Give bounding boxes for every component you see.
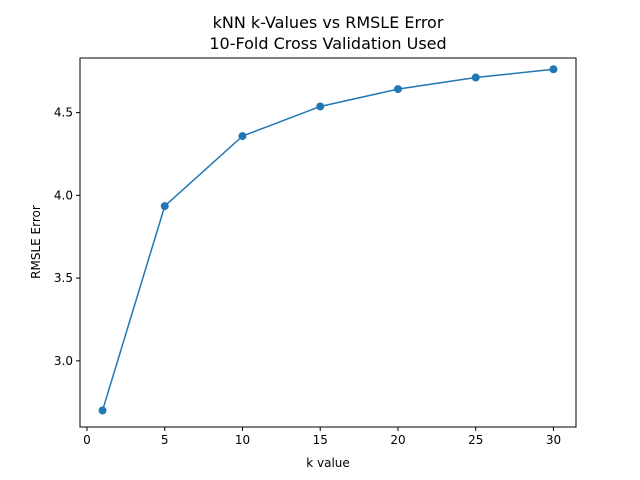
axes-frame — [79, 57, 577, 428]
x-tick-label: 0 — [83, 433, 91, 447]
x-tick-label: 30 — [546, 433, 561, 447]
data-point — [549, 65, 558, 74]
chart-title: kNN k-Values vs RMSLE Error — [213, 13, 444, 32]
data-point — [471, 73, 480, 82]
data-point — [98, 406, 107, 415]
plot-area: 0 5 10 15 20 25 30 3.0 3.5 4.0 4.5 — [54, 65, 561, 447]
y-tick-label: 3.5 — [54, 271, 73, 285]
x-tick-label: 10 — [235, 433, 250, 447]
data-point — [393, 85, 402, 94]
data-point — [160, 202, 169, 211]
y-tick-label: 4.0 — [54, 188, 73, 202]
x-tick-label: 25 — [468, 433, 483, 447]
y-tick-label: 4.5 — [54, 106, 73, 120]
x-tick-label: 5 — [161, 433, 169, 447]
data-point — [316, 102, 325, 111]
x-axis-label: k value — [306, 456, 350, 470]
chart-subtitle: 10-Fold Cross Validation Used — [209, 34, 446, 53]
y-tick-label: 3.0 — [54, 354, 73, 368]
x-tick-label: 20 — [390, 433, 405, 447]
data-point — [238, 132, 247, 141]
x-tick-label: 15 — [313, 433, 328, 447]
y-axis-label: RMSLE Error — [29, 205, 43, 279]
